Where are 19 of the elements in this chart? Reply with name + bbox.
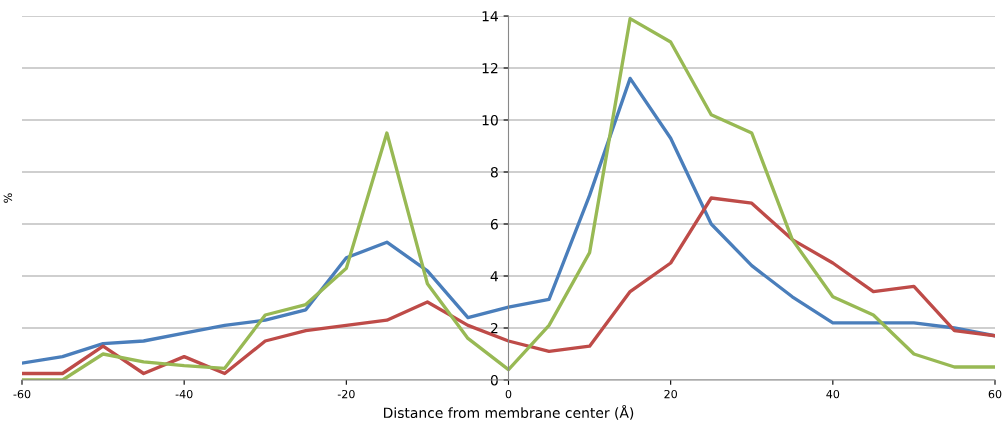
x-tick-label: 40 (826, 389, 840, 399)
line-series (22, 196, 995, 376)
x-tick-label: -20 (337, 389, 355, 399)
x-axis-title: Distance from membrane center (Å) (384, 404, 634, 420)
y-tick-label: 14 (482, 11, 498, 22)
y-tick-label: 0 (490, 374, 498, 386)
x-tick-label: -40 (175, 389, 193, 399)
y-tick-label: 10 (482, 114, 498, 126)
y-tick-label: 4 (490, 271, 498, 282)
y-tick-label: 2 (490, 322, 498, 334)
y-tick-label: 8 (490, 166, 498, 178)
y-tick-label: 6 (490, 218, 498, 230)
x-tick-label: 20 (664, 389, 677, 399)
line-series (22, 76, 995, 365)
x-tick-label: 0 (505, 389, 512, 399)
x-tick-label: 60 (988, 389, 1002, 399)
y-axis-title: % (3, 193, 13, 203)
x-tick-label: -60 (13, 389, 31, 399)
y-tick-label: 12 (482, 62, 498, 74)
